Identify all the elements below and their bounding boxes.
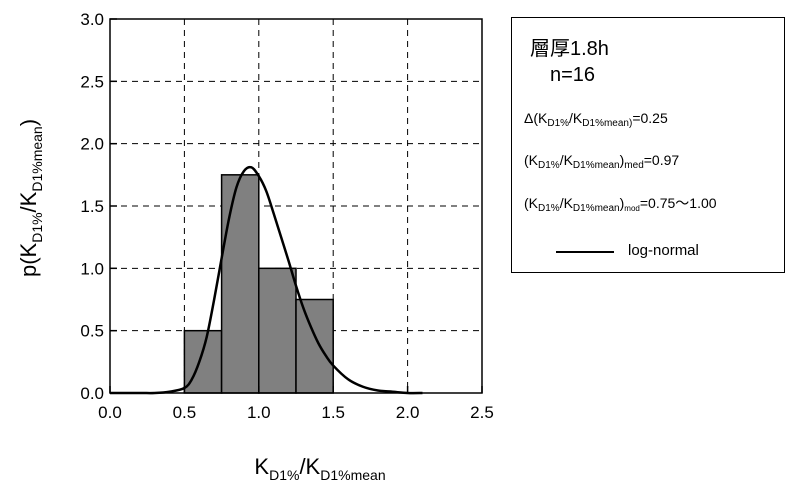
x-tick-label-5: 2.5 xyxy=(470,403,494,422)
y-tick-label-4: 2.0 xyxy=(80,135,104,154)
y-tick-label-1: 0.5 xyxy=(80,322,104,341)
y-tick-label-2: 1.0 xyxy=(80,259,104,278)
x-axis-ticks: 0.0 0.5 1.0 1.5 2.0 2.5 xyxy=(98,386,494,422)
legend-bin-width: Δ(KD1%/KD1%mean)=0.25 xyxy=(524,110,668,129)
histogram-bars xyxy=(183,174,334,394)
histogram-bar-3 xyxy=(295,298,334,394)
y-tick-label-3: 1.5 xyxy=(80,197,104,216)
legend-title: 層厚1.8h xyxy=(530,38,609,60)
legend-entry-label: log-normal xyxy=(628,242,699,259)
x-tick-label-4: 2.0 xyxy=(396,403,420,422)
legend-median: (KD1%/KD1%mean)med=0.97 xyxy=(524,152,680,171)
y-tick-label-0: 0.0 xyxy=(80,384,104,403)
x-tick-label-0: 0.0 xyxy=(98,403,122,422)
x-tick-label-1: 0.5 xyxy=(173,403,197,422)
y-tick-label-5: 2.5 xyxy=(80,72,104,91)
y-axis-ticks: 0.0 0.5 1.0 1.5 2.0 2.5 3.0 xyxy=(80,10,117,403)
x-axis-label: KD1%/KD1%mean xyxy=(254,454,385,483)
y-axis-label: p(KD1%/KD1%mean) xyxy=(16,119,45,277)
legend-sample-count: n=16 xyxy=(550,64,596,86)
legend-mode: (KD1%/KD1%mean)mod=0.75～1.00 xyxy=(524,195,717,214)
log-normal-curve xyxy=(110,165,423,395)
legend-line-swatch xyxy=(556,251,614,253)
histogram-bar-1 xyxy=(220,174,260,394)
y-tick-label-6: 3.0 xyxy=(80,10,104,29)
histogram-bar-2 xyxy=(258,267,297,394)
legend-box: 層厚1.8h n=16 Δ(KD1%/KD1%mean)=0.25 (KD1%/… xyxy=(511,17,785,273)
x-tick-label-2: 1.0 xyxy=(247,403,271,422)
x-tick-label-3: 1.5 xyxy=(321,403,345,422)
